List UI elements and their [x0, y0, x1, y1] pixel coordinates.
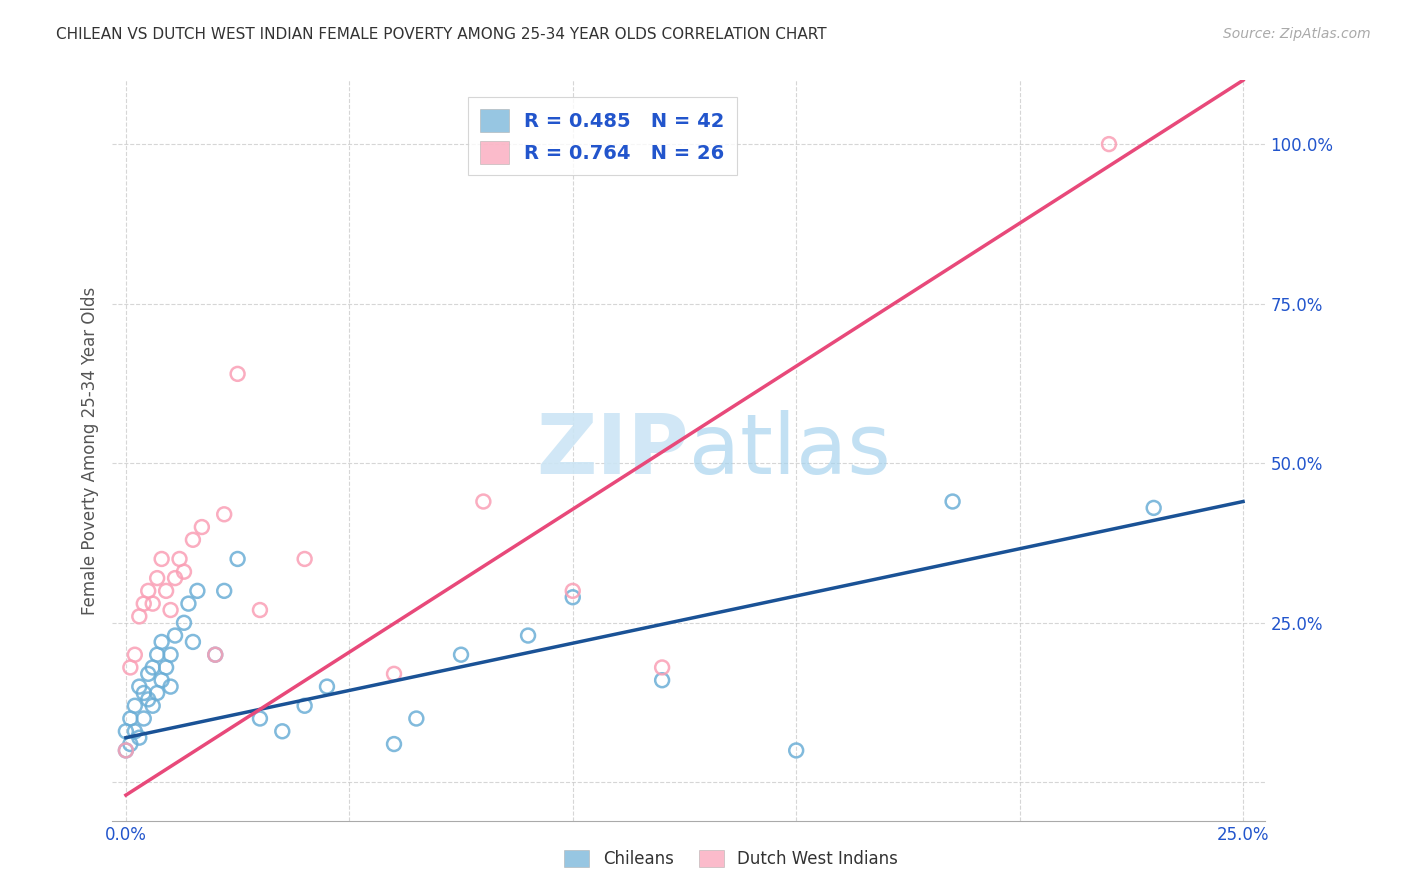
- Point: [177, 597, 200, 611]
- Point: [294, 552, 316, 566]
- Point: [450, 648, 472, 662]
- Point: [316, 680, 339, 694]
- Point: [212, 583, 235, 598]
- Point: [204, 648, 226, 662]
- Point: [651, 660, 673, 674]
- Point: [136, 692, 159, 706]
- Point: [226, 367, 249, 381]
- Point: [1098, 137, 1121, 152]
- Point: [142, 660, 165, 674]
- Point: [517, 629, 540, 643]
- Point: [382, 737, 405, 751]
- Point: [120, 660, 142, 674]
- Point: [132, 686, 155, 700]
- Text: CHILEAN VS DUTCH WEST INDIAN FEMALE POVERTY AMONG 25-34 YEAR OLDS CORRELATION CH: CHILEAN VS DUTCH WEST INDIAN FEMALE POVE…: [56, 27, 827, 42]
- Point: [128, 609, 150, 624]
- Point: [115, 743, 138, 757]
- Point: [136, 583, 159, 598]
- Legend: R = 0.485   N = 42, R = 0.764   N = 26: R = 0.485 N = 42, R = 0.764 N = 26: [468, 97, 737, 176]
- Point: [163, 571, 186, 585]
- Point: [124, 648, 146, 662]
- Point: [115, 743, 138, 757]
- Point: [155, 583, 177, 598]
- Point: [472, 494, 495, 508]
- Point: [226, 552, 249, 566]
- Point: [115, 724, 138, 739]
- Point: [132, 597, 155, 611]
- Point: [191, 520, 214, 534]
- Point: [249, 603, 271, 617]
- Point: [142, 597, 165, 611]
- Point: [204, 648, 226, 662]
- Text: Source: ZipAtlas.com: Source: ZipAtlas.com: [1223, 27, 1371, 41]
- Point: [150, 635, 173, 649]
- Point: [173, 565, 195, 579]
- Point: [150, 673, 173, 688]
- Point: [159, 648, 181, 662]
- Point: [146, 648, 169, 662]
- Point: [181, 533, 204, 547]
- Y-axis label: Female Poverty Among 25-34 Year Olds: Female Poverty Among 25-34 Year Olds: [80, 286, 98, 615]
- Point: [136, 666, 159, 681]
- Point: [163, 629, 186, 643]
- Point: [651, 673, 673, 688]
- Point: [212, 508, 235, 522]
- Point: [186, 583, 208, 598]
- Point: [942, 494, 965, 508]
- Point: [294, 698, 316, 713]
- Point: [124, 698, 146, 713]
- Point: [405, 712, 427, 726]
- Point: [132, 712, 155, 726]
- Point: [159, 680, 181, 694]
- Point: [142, 698, 165, 713]
- Point: [128, 731, 150, 745]
- Point: [561, 591, 583, 605]
- Legend: Chileans, Dutch West Indians: Chileans, Dutch West Indians: [558, 843, 904, 875]
- Point: [561, 583, 583, 598]
- Text: atlas: atlas: [689, 410, 890, 491]
- Point: [146, 686, 169, 700]
- Point: [150, 552, 173, 566]
- Point: [382, 666, 405, 681]
- Point: [169, 552, 191, 566]
- Point: [173, 615, 195, 630]
- Point: [120, 712, 142, 726]
- Point: [159, 603, 181, 617]
- Point: [146, 571, 169, 585]
- Point: [249, 712, 271, 726]
- Point: [120, 737, 142, 751]
- Point: [155, 660, 177, 674]
- Point: [181, 635, 204, 649]
- Point: [1143, 500, 1166, 515]
- Point: [271, 724, 294, 739]
- Point: [124, 724, 146, 739]
- Point: [785, 743, 807, 757]
- Point: [128, 680, 150, 694]
- Text: ZIP: ZIP: [537, 410, 689, 491]
